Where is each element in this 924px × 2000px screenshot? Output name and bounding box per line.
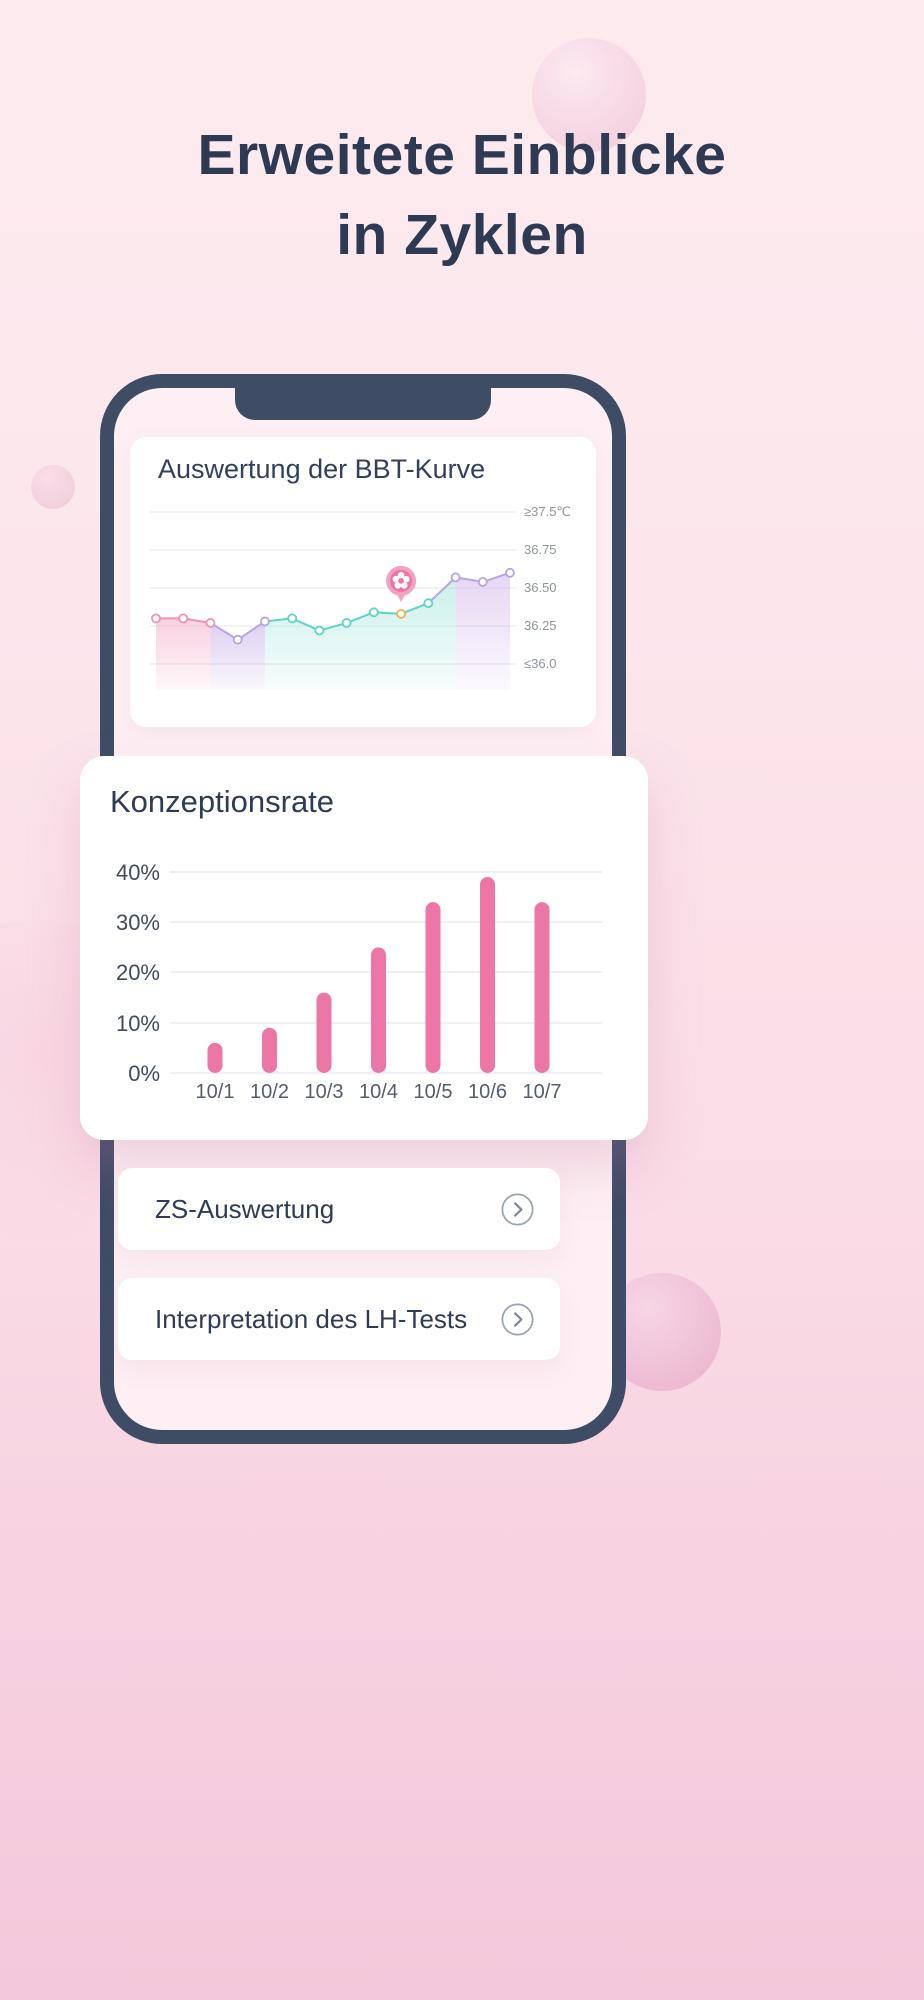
page-title: Erweitete Einblicke in Zyklen [0,116,924,276]
svg-text:36.75: 36.75 [524,542,557,557]
bbt-card: Auswertung der BBT-Kurve ≥37.5℃ 36.75 36.5… [130,437,596,727]
svg-text:10/1: 10/1 [196,1081,235,1103]
svg-text:36.50: 36.50 [524,580,557,595]
svg-text:≤36.0: ≤36.0 [524,656,556,671]
bbt-line-chart: ≥37.5℃ 36.75 36.50 36.25 ≤36.0 [150,504,571,690]
menu-item-label: ZS-Auswertung [155,1193,335,1224]
svg-text:10/3: 10/3 [305,1081,344,1103]
menu-item-zs-auswertung[interactable]: ZS-Auswertung [118,1168,560,1250]
svg-text:10/2: 10/2 [250,1081,289,1103]
bbt-card-title: Auswertung der BBT-Kurve [158,454,486,484]
svg-text:30%: 30% [116,910,160,935]
conception-card-title: Konzeptionsrate [110,784,335,819]
phone-notch [235,388,491,420]
svg-text:20%: 20% [116,960,160,985]
svg-text:10/4: 10/4 [359,1081,398,1103]
svg-text:0%: 0% [128,1061,160,1086]
svg-text:10%: 10% [116,1011,160,1036]
phone-screen: Auswertung der BBT-Kurve ≥37.5℃ 36.75 36.5… [114,388,612,1430]
svg-text:≥37.5℃: ≥37.5℃ [524,504,571,519]
svg-text:10/7: 10/7 [523,1081,562,1103]
svg-text:40%: 40% [116,860,160,885]
decor-circle-left [31,465,75,509]
chevron-right-icon [501,1192,534,1226]
chevron-right-icon [501,1302,534,1336]
conception-rate-card: Konzeptionsrate 40% 30% 20% 10% 0% 10/1 10/2 10… [80,756,648,1140]
page-title-line2: in Zyklen [336,202,588,267]
menu-item-lh-test-interpretation[interactable]: Interpretation des LH-Tests [118,1278,560,1360]
svg-text:10/6: 10/6 [468,1081,507,1103]
page-title-line1: Erweitete Einblicke [197,123,727,187]
svg-text:10/5: 10/5 [414,1081,453,1103]
decor-circle-top-right [532,38,646,152]
menu-item-label: Interpretation des LH-Tests [155,1303,468,1334]
svg-text:36.25: 36.25 [524,618,557,633]
conception-bar-chart: 40% 30% 20% 10% 0% 10/1 10/2 10/3 10/4 10/5 10/6 10… [116,860,602,1103]
